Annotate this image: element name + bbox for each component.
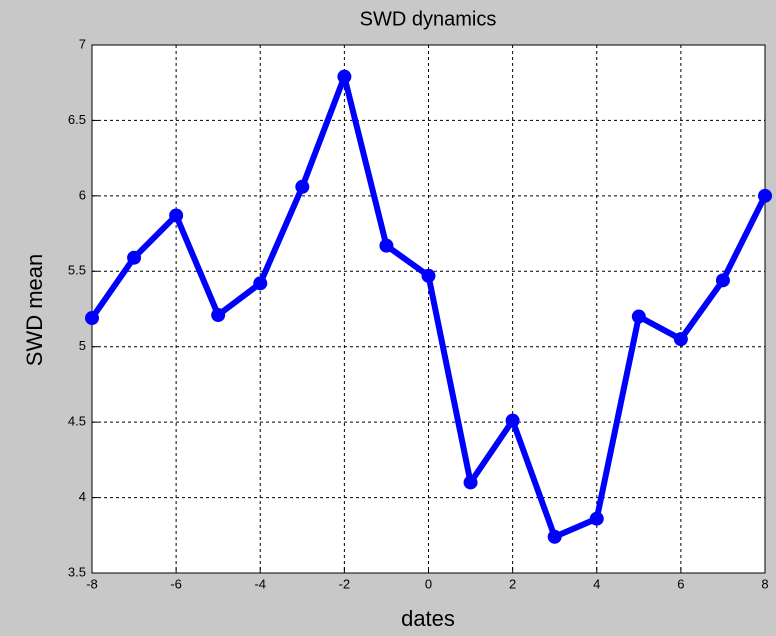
data-point (715, 273, 730, 288)
data-point (589, 511, 604, 526)
x-tick-label: 8 (761, 576, 768, 591)
data-point (127, 250, 142, 265)
data-point (463, 475, 478, 490)
chart-title: SWD dynamics (360, 8, 497, 30)
data-point (379, 238, 394, 253)
x-tick-label: 2 (509, 576, 516, 591)
data-point (295, 179, 310, 194)
x-tick-label: 4 (593, 576, 600, 591)
data-point (631, 309, 646, 324)
data-point (337, 69, 352, 84)
x-tick-label: -4 (254, 576, 266, 591)
x-tick-label: 6 (677, 576, 684, 591)
x-tick-label: 0 (425, 576, 432, 591)
data-point (758, 188, 772, 203)
data-point (673, 332, 688, 347)
x-tick-label: -6 (170, 576, 182, 591)
y-tick-label: 4.5 (68, 414, 86, 429)
x-axis-label: dates (401, 606, 455, 631)
y-tick-label: 5 (79, 338, 86, 353)
data-point (211, 308, 226, 323)
plot-border (91, 44, 766, 574)
y-tick-label: 6.5 (68, 112, 86, 127)
y-axis-label: SWD mean (22, 254, 47, 366)
y-tick-label: 5.5 (68, 263, 86, 278)
data-point (547, 529, 562, 544)
y-tick-label: 6 (79, 187, 86, 202)
data-point (421, 268, 436, 283)
data-point (505, 413, 520, 428)
data-point (85, 311, 99, 326)
y-tick-label: 4 (79, 489, 86, 504)
y-tick-label: 3.5 (68, 564, 86, 579)
data-point (253, 276, 268, 291)
y-tick-label: 7 (79, 36, 86, 51)
x-tick-label: -2 (339, 576, 351, 591)
x-tick-label: -8 (86, 576, 98, 591)
data-point (169, 208, 184, 223)
